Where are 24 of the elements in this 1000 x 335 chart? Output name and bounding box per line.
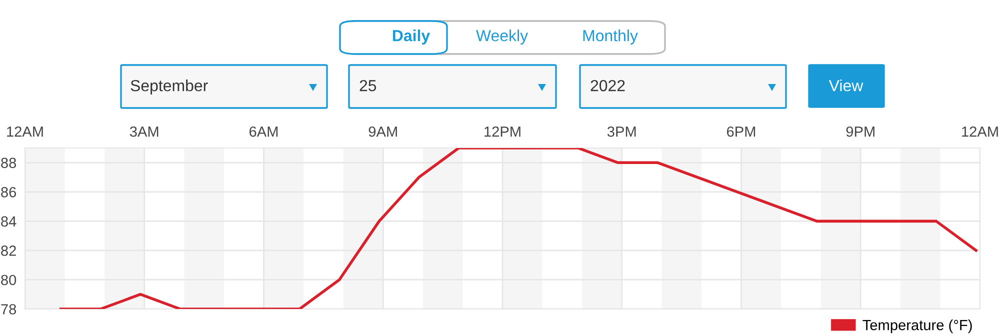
y-tick-label: 82 (1, 246, 16, 256)
x-tick-label: 6AM (250, 126, 278, 137)
x-tick-label: 3PM (607, 126, 636, 137)
x-tick-label: 12PM (484, 126, 520, 137)
x-tick-label: 12AM (7, 126, 43, 137)
y-tick-label: 88 (1, 158, 16, 168)
line-series (59, 148, 978, 309)
x-tick-label: 9AM (368, 126, 397, 137)
x-tick-label: 6PM (727, 126, 756, 137)
text: Daily (392, 30, 430, 44)
y-tick-label: 84 (1, 216, 16, 227)
y-tick-label: 80 (1, 274, 16, 286)
text: Monthly (583, 30, 638, 44)
text: September (130, 80, 208, 94)
y-tick-label: 78 (1, 304, 16, 314)
text: 2022 (590, 80, 625, 92)
text: 25 (360, 80, 376, 92)
legend-label: Temperature (°F) (862, 320, 972, 334)
x-tick-label: 12AM (962, 126, 998, 137)
x-tick-label: 9PM (846, 126, 874, 137)
text: View (828, 80, 864, 92)
y-tick-label: 86 (1, 187, 16, 198)
text: Weekly (476, 30, 528, 44)
x-tick-label: 3AM (130, 126, 158, 137)
